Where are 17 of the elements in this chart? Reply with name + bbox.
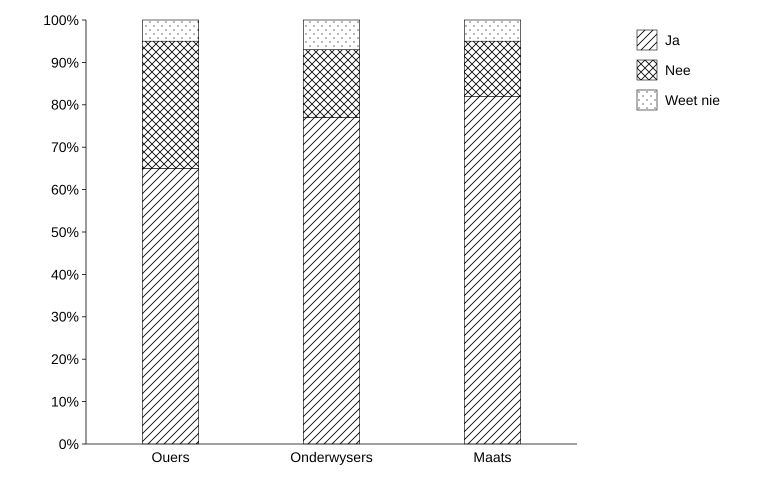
y-tick-label: 30%	[50, 308, 79, 325]
y-tick-label: 50%	[50, 224, 79, 240]
legend-label: Nee	[665, 62, 691, 78]
y-tick-label: 90%	[50, 54, 79, 70]
y-tick-label: 0%	[58, 436, 79, 452]
x-tick-label: Ouers	[151, 449, 190, 465]
x-tick-label: Maats	[473, 449, 512, 465]
y-tick-label: 10%	[50, 394, 79, 410]
legend-label: Ja	[665, 32, 680, 48]
y-tick-label: 100%	[43, 12, 79, 28]
x-tick-label: Onderwysers	[290, 449, 373, 465]
y-tick-label: 40%	[50, 266, 79, 282]
y-tick-label: 20%	[50, 351, 79, 368]
y-tick-label: 70%	[50, 139, 79, 156]
legend-label: Weet nie	[665, 92, 720, 108]
y-tick-label: 80%	[50, 96, 79, 113]
y-tick-label: 60%	[50, 182, 79, 198]
